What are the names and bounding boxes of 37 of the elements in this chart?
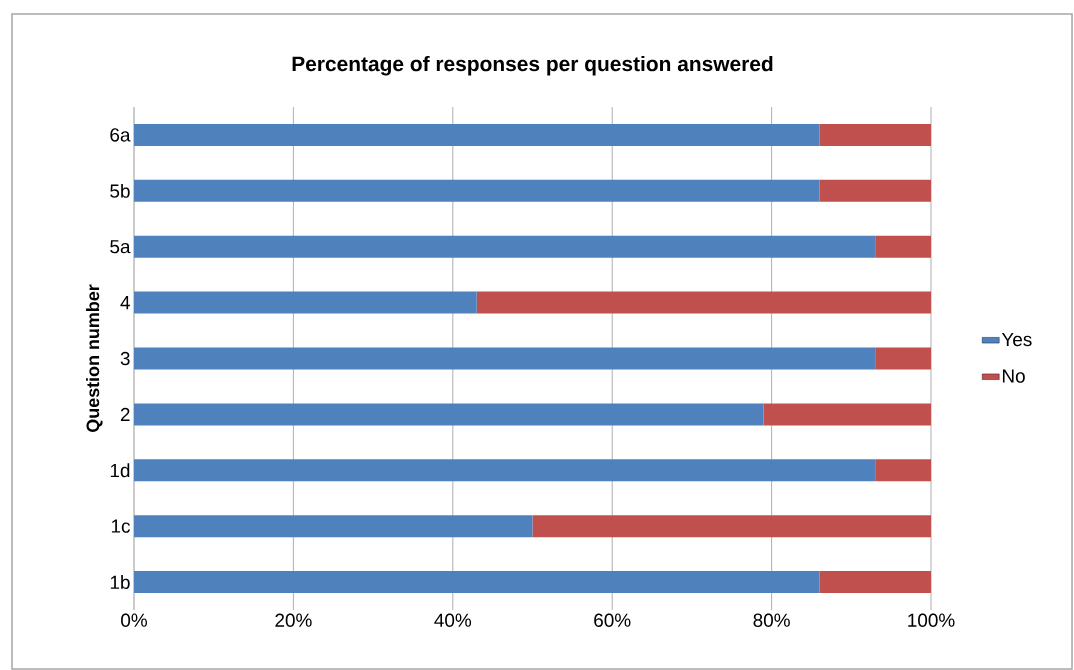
bar	[875, 347, 932, 370]
bar	[134, 123, 820, 146]
y-tick-label: 3	[120, 351, 130, 366]
bar	[819, 571, 932, 594]
legend-label: Yes	[1001, 333, 1032, 347]
y-tick-label: 5b	[110, 183, 130, 198]
bar	[875, 459, 932, 482]
bar	[134, 347, 876, 370]
bar	[134, 291, 477, 314]
bar	[134, 403, 764, 426]
bar	[134, 571, 820, 594]
bar	[763, 403, 932, 426]
y-tick-label: 1d	[110, 463, 130, 478]
y-tick-label: 4	[120, 296, 130, 310]
bar	[134, 235, 876, 258]
x-tick-label: 0%	[121, 613, 147, 627]
bar	[819, 123, 932, 146]
y-tick-label: 1b	[110, 575, 130, 590]
bar	[875, 235, 932, 258]
bar	[134, 515, 533, 538]
x-tick-label: 80%	[753, 613, 790, 627]
x-tick-label: 100%	[908, 613, 955, 627]
y-tick-label: 2	[120, 407, 130, 421]
y-tick-label: 5a	[110, 240, 131, 254]
chart-title: Percentage of responses per question answered	[292, 55, 773, 76]
y-tick-label: 6a	[110, 128, 131, 142]
y-tick-label: 1c	[111, 519, 130, 533]
x-tick-label: 20%	[275, 613, 312, 627]
bar	[532, 515, 932, 538]
legend-label: No	[1002, 369, 1025, 383]
x-tick-label: 40%	[434, 613, 472, 627]
bar	[476, 291, 932, 314]
bar	[134, 459, 876, 482]
y-axis-title: Question number	[86, 284, 103, 432]
bar	[819, 179, 932, 202]
x-tick-label: 60%	[594, 613, 631, 627]
bar	[134, 179, 820, 202]
